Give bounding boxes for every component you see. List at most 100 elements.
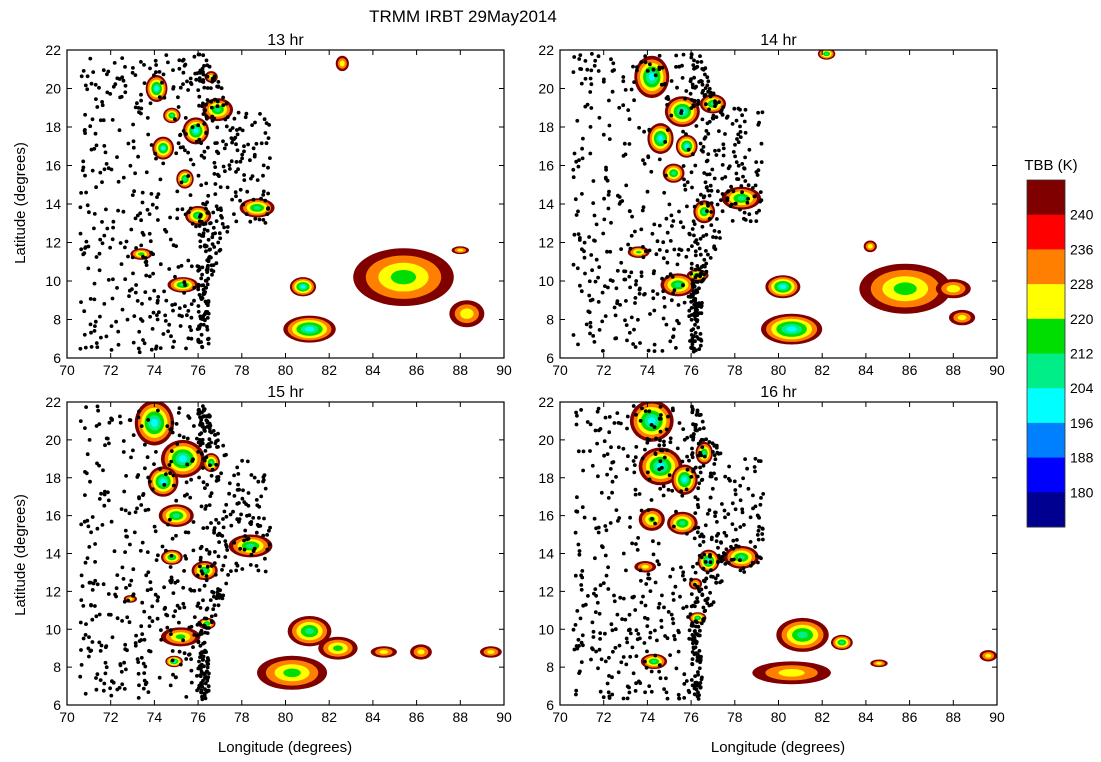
lightning-dot	[102, 492, 107, 497]
lightning-dot	[632, 98, 636, 103]
lightning-dot	[718, 236, 722, 240]
lightning-dot	[753, 194, 757, 199]
lightning-dot	[708, 553, 712, 557]
lightning-dot	[655, 638, 659, 643]
lightning-dot	[754, 160, 759, 165]
lightning-dot	[676, 303, 681, 307]
lightning-dot	[701, 539, 706, 544]
lightning-dot	[242, 547, 247, 552]
lightning-dot	[131, 145, 136, 150]
lightning-dot	[188, 495, 193, 500]
lightning-dot	[579, 81, 584, 86]
lightning-dot	[646, 572, 651, 577]
lightning-dot	[248, 219, 253, 224]
lightning-dot	[681, 427, 686, 431]
lightning-dot	[598, 637, 602, 641]
lightning-dot	[725, 114, 730, 119]
lightning-dot	[117, 128, 122, 133]
lightning-dot	[723, 474, 728, 479]
lightning-dot	[142, 341, 147, 346]
lightning-dot	[98, 649, 103, 653]
lightning-dot	[680, 63, 684, 68]
lightning-dot	[643, 603, 648, 608]
lightning-dot	[213, 572, 218, 577]
lightning-dot	[588, 125, 593, 129]
lightning-dot	[574, 644, 579, 648]
lightning-dot	[143, 466, 147, 471]
lightning-dot	[684, 89, 689, 93]
lightning-dot	[88, 124, 93, 129]
lightning-dot	[604, 528, 609, 533]
lightning-dot	[574, 422, 579, 427]
lightning-dot	[720, 113, 725, 117]
lightning-dot	[618, 303, 622, 307]
lightning-dot	[587, 310, 592, 315]
lightning-dot	[224, 101, 229, 106]
lightning-dot	[120, 619, 124, 623]
lightning-dot	[607, 430, 612, 435]
lightning-dot	[687, 314, 692, 319]
lightning-dot	[574, 509, 579, 514]
lightning-dot	[92, 281, 97, 286]
lightning-dot	[731, 546, 736, 551]
lightning-dot	[227, 491, 232, 496]
lightning-dot	[707, 508, 712, 513]
lightning-dot	[748, 219, 753, 224]
lightning-dot	[695, 319, 699, 324]
lightning-dot	[87, 580, 92, 585]
lightning-dot	[255, 522, 260, 527]
lightning-dot	[197, 588, 202, 592]
lightning-dot	[201, 234, 206, 238]
lightning-dot	[710, 441, 715, 446]
lightning-dot	[730, 522, 735, 526]
lightning-dot	[209, 619, 214, 623]
lightning-dot	[100, 523, 105, 527]
lightning-dot	[97, 640, 102, 645]
lightning-dot	[691, 103, 696, 108]
lightning-dot	[662, 605, 666, 610]
lightning-dot	[662, 304, 667, 309]
lightning-dot	[94, 341, 99, 345]
lightning-dot	[249, 552, 254, 557]
lightning-dot	[757, 208, 761, 213]
lightning-dot	[718, 580, 722, 585]
lightning-dot	[682, 437, 687, 442]
lightning-dot	[155, 195, 159, 200]
lightning-dot	[203, 687, 207, 692]
lightning-dot	[133, 216, 138, 221]
lightning-dot	[131, 66, 135, 70]
lightning-dot	[597, 115, 602, 120]
lightning-dot	[698, 450, 702, 455]
lightning-dot	[94, 143, 99, 148]
lightning-dot	[135, 101, 139, 106]
lightning-dot	[717, 129, 721, 134]
lightning-dot	[738, 568, 743, 573]
lightning-dot	[111, 680, 116, 685]
x-tick-label: 70	[552, 362, 568, 378]
lightning-dot	[254, 530, 259, 535]
lightning-dot	[609, 622, 614, 627]
lightning-dot	[261, 479, 265, 484]
lightning-dot	[152, 462, 156, 466]
lightning-dot	[647, 248, 652, 253]
lightning-dot	[581, 136, 585, 141]
lightning-dot	[177, 433, 182, 438]
lightning-dot	[696, 624, 701, 629]
lightning-dot	[169, 553, 174, 558]
lightning-dot	[127, 511, 132, 516]
x-tick-label: 76	[683, 709, 699, 725]
lightning-dot	[619, 260, 624, 265]
lightning-dot	[662, 687, 666, 691]
lightning-dot	[601, 349, 605, 353]
lightning-dot	[236, 472, 241, 476]
lightning-dot	[213, 165, 218, 170]
lightning-dot	[588, 151, 593, 156]
lightning-dot	[745, 200, 750, 205]
cloud-cluster	[634, 561, 657, 573]
lightning-dot	[201, 526, 206, 530]
lightning-dot	[225, 185, 230, 190]
lightning-dot	[642, 641, 647, 645]
lightning-dot	[236, 482, 241, 487]
y-tick-label: 20	[538, 432, 554, 448]
lightning-dot	[573, 530, 578, 535]
